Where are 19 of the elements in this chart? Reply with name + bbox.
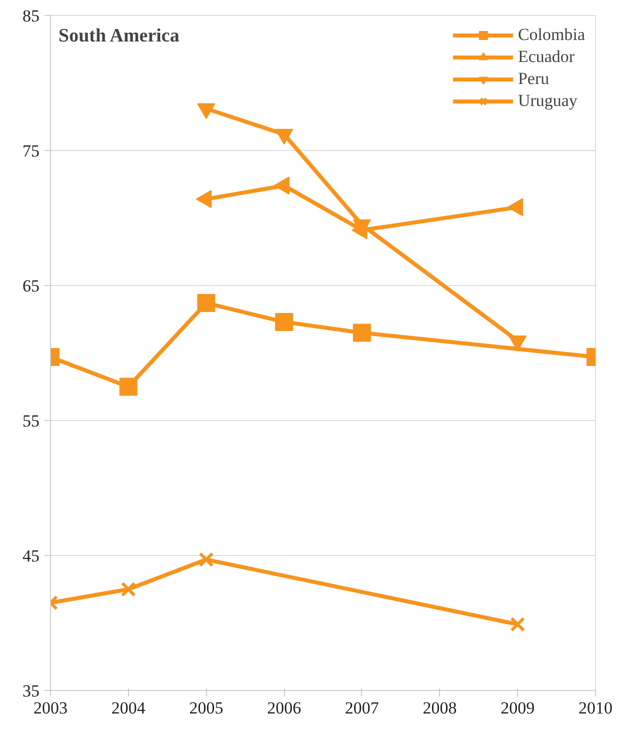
y-tick-label: 65 xyxy=(22,276,40,296)
x-tick-label: 2006 xyxy=(267,698,302,718)
legend-label: Ecuador xyxy=(518,47,575,67)
x-tick-label: 2009 xyxy=(500,698,535,718)
legend-label: Peru xyxy=(518,69,550,89)
legend-label: Colombia xyxy=(518,25,585,45)
x-tick-label: 2004 xyxy=(111,698,146,718)
y-tick-label: 45 xyxy=(22,546,40,566)
x-tick-label: 2010 xyxy=(578,698,612,718)
x-tick-label: 2007 xyxy=(344,698,380,718)
x-tick-label: 2005 xyxy=(189,698,224,718)
y-tick-label: 75 xyxy=(22,142,40,160)
y-tick-label: 55 xyxy=(22,412,40,430)
x-tick-label: 2008 xyxy=(422,698,457,718)
legend-label: Uruguay xyxy=(518,91,578,111)
y-tick-label: 85 xyxy=(22,6,40,26)
y-tick-label: 35 xyxy=(22,682,40,700)
x-tick-label: 2003 xyxy=(34,698,68,718)
text: South America xyxy=(58,26,180,46)
